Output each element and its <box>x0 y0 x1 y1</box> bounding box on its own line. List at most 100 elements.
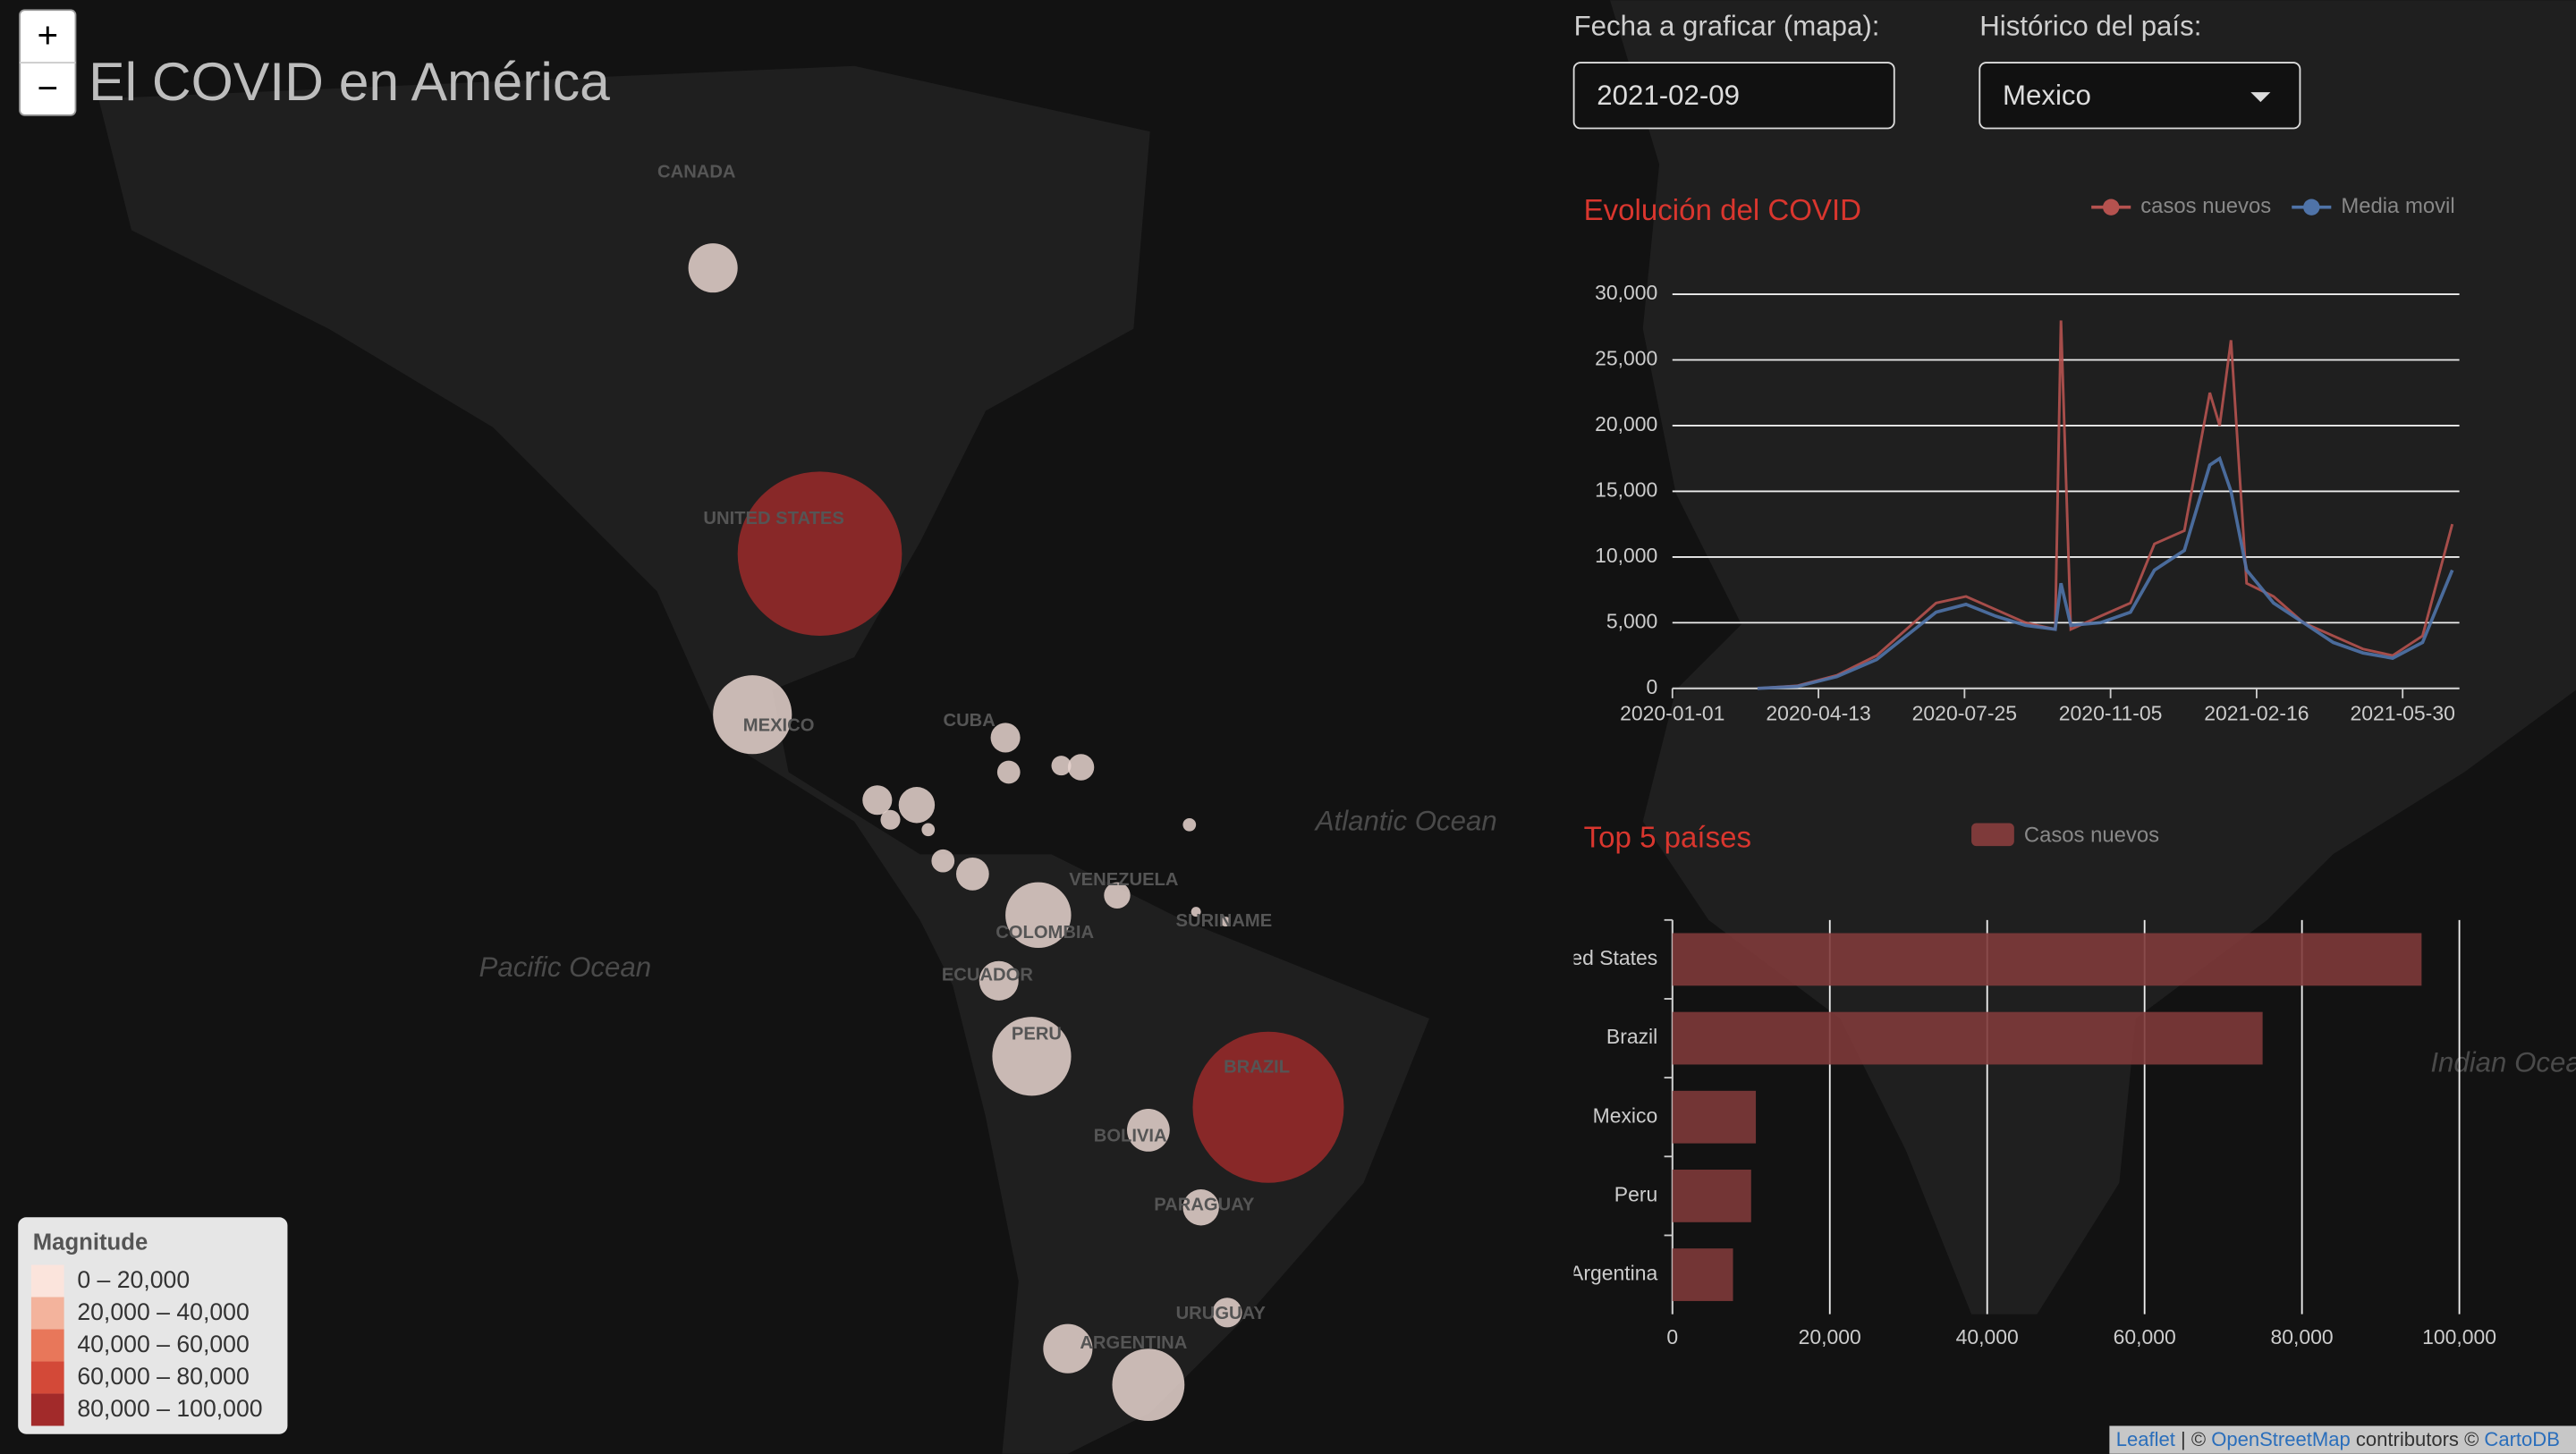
attribution-part[interactable]: OpenStreetMap <box>2211 1428 2351 1450</box>
map-bubble[interactable] <box>1191 907 1201 917</box>
zoom-in[interactable]: + <box>37 14 58 55</box>
bar <box>1672 1090 1757 1144</box>
attribution-part: contributors © <box>2351 1428 2485 1450</box>
map-label: VENEZUELA <box>1069 870 1179 890</box>
map-bubble[interactable] <box>737 471 902 637</box>
map-bubble[interactable] <box>1051 756 1072 776</box>
map-label: PARAGUAY <box>1154 1196 1255 1215</box>
x-tick-label: 2020-11-05 <box>2059 701 2163 724</box>
legend-swatch <box>30 1297 64 1330</box>
y-tick-label: Brazil <box>1606 1025 1657 1048</box>
map-bubble[interactable] <box>1192 1031 1344 1183</box>
map-bubble[interactable] <box>1127 1109 1170 1152</box>
map-bubble[interactable] <box>1043 1323 1093 1374</box>
legend-swatch <box>30 1393 64 1426</box>
map-legend <box>18 1217 288 1434</box>
land-americas <box>98 65 1429 1454</box>
y-tick-label: 0 <box>1646 675 1657 698</box>
map-bubble[interactable] <box>921 823 936 837</box>
x-tick-label: 60,000 <box>2114 1325 2176 1348</box>
attribution-part: | © <box>2175 1428 2211 1450</box>
bar <box>1672 933 2422 986</box>
map-bubble[interactable] <box>1182 1189 1219 1226</box>
map-label: Pacific Ocean <box>479 951 652 983</box>
y-tick-label: 30,000 <box>1595 281 1657 304</box>
x-tick-label: 2020-07-25 <box>1912 701 2017 724</box>
attribution: Leaflet | © OpenStreetMap contributors ©… <box>2116 1428 2560 1450</box>
x-tick-label: 2020-04-13 <box>1766 701 1870 724</box>
map-bubble[interactable] <box>688 243 738 293</box>
zoom-out[interactable]: − <box>37 67 58 108</box>
attribution-box <box>2109 1425 2576 1454</box>
legend-label: Casos nuevos <box>2024 823 2159 847</box>
map-bubble[interactable] <box>979 960 1019 1001</box>
legend-label: 80,000 – 100,000 <box>77 1395 262 1422</box>
map-bubble[interactable] <box>992 1017 1072 1096</box>
map-bubble[interactable] <box>862 785 893 816</box>
map-label: COLOMBIA <box>996 923 1094 943</box>
attribution-part[interactable]: Leaflet <box>2116 1428 2175 1450</box>
y-tick-label: Peru <box>1614 1182 1657 1205</box>
map-label: Atlantic Ocean <box>1314 806 1497 837</box>
legend-label: Media movil <box>2341 194 2454 218</box>
date-label: Fecha a graficar (mapa): <box>1574 11 1880 42</box>
map-bubble[interactable] <box>1112 1348 1185 1422</box>
legend-label: casos nuevos <box>2140 194 2271 218</box>
map-bubble[interactable] <box>1104 882 1131 909</box>
legend-dot <box>2303 199 2320 216</box>
y-tick-label: United States <box>1535 946 1658 969</box>
map-bubble[interactable] <box>713 675 792 755</box>
legend-label: 0 – 20,000 <box>77 1266 190 1293</box>
map-bubble[interactable] <box>1067 754 1095 781</box>
map-bubble[interactable] <box>931 849 955 873</box>
country-value: Mexico <box>2003 80 2091 111</box>
y-tick-label: 20,000 <box>1595 412 1657 435</box>
series-line <box>1757 455 2454 690</box>
x-tick-label: 100,000 <box>2422 1325 2496 1348</box>
y-tick-label: 10,000 <box>1595 544 1657 567</box>
legend-label: 60,000 – 80,000 <box>77 1363 249 1390</box>
date-value: 2021-02-09 <box>1597 80 1740 111</box>
x-tick-label: 40,000 <box>1956 1325 2019 1348</box>
map-bubble[interactable] <box>1182 817 1197 832</box>
map-bubble[interactable] <box>996 760 1021 784</box>
map-label: BRAZIL <box>1224 1057 1290 1077</box>
country-label: Histórico del país: <box>1979 11 2201 42</box>
y-tick-label: Mexico <box>1593 1103 1658 1127</box>
legend-label: 40,000 – 60,000 <box>77 1331 249 1357</box>
legend-swatch <box>30 1264 64 1298</box>
x-tick-label: 20,000 <box>1799 1325 1861 1348</box>
map-bubble[interactable] <box>1005 882 1072 949</box>
date-input[interactable] <box>1572 62 1895 130</box>
map-label: Indian Ocean <box>2430 1047 2576 1078</box>
y-tick-label: 15,000 <box>1595 478 1657 501</box>
map-bubble[interactable] <box>898 787 936 824</box>
legend-label: 20,000 – 40,000 <box>77 1298 249 1325</box>
legend-swatch <box>30 1329 64 1362</box>
legend-dot <box>2103 199 2120 216</box>
map-label: UNITED STATES <box>703 509 843 528</box>
map-bubble[interactable] <box>1220 917 1231 927</box>
page-title: El COVID en América <box>89 51 610 112</box>
map-label: URUGUAY <box>1176 1304 1267 1323</box>
map-bubble[interactable] <box>990 723 1021 753</box>
x-tick-label: 2021-05-30 <box>2351 701 2455 724</box>
x-tick-label: 2020-01-01 <box>1620 701 1724 724</box>
country-select[interactable] <box>1979 62 2301 130</box>
map-bubble[interactable] <box>955 858 989 891</box>
map-label: MEXICO <box>743 715 815 735</box>
chart-title: Evolución del COVID <box>1584 194 1861 227</box>
y-tick-label: 25,000 <box>1595 347 1657 370</box>
legend-swatch <box>1971 823 2014 847</box>
map-label: PERU <box>1012 1025 1062 1044</box>
legend-swatch <box>30 1361 64 1394</box>
series-line <box>1757 320 2454 690</box>
bar <box>1672 1170 1751 1222</box>
bar <box>1672 1248 1733 1301</box>
map-bubble[interactable] <box>880 809 901 830</box>
map-bubble[interactable] <box>1212 1298 1242 1328</box>
y-tick-label: 5,000 <box>1606 609 1657 632</box>
map-label: CUBA <box>944 711 996 731</box>
attribution-part[interactable]: CartoDB <box>2484 1428 2559 1450</box>
